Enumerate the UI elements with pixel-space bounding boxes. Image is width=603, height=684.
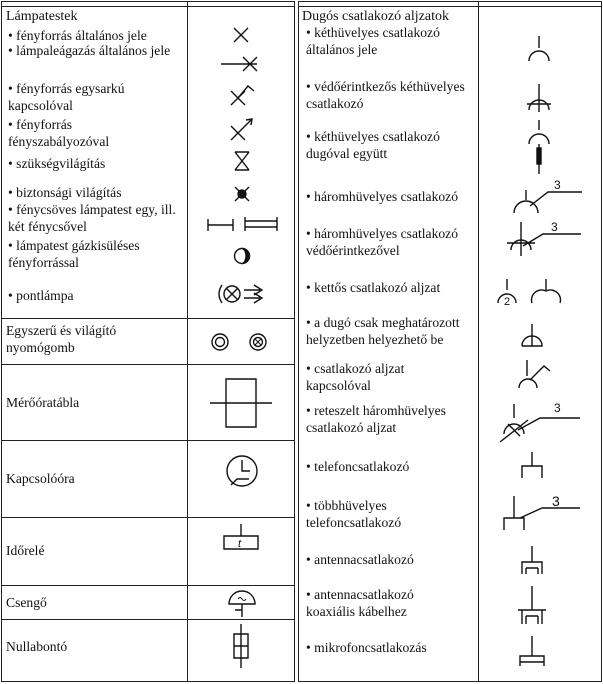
list-item: • fénycsöves lámpatest egy, ill. két fén… bbox=[8, 202, 176, 234]
left-row-line bbox=[1, 619, 295, 620]
left-header-line bbox=[1, 6, 295, 7]
fluorescent-lamp-icon bbox=[207, 217, 278, 231]
list-item: • fényforrás fényszabályozóval bbox=[8, 117, 110, 149]
three-pin-earthed-socket-icon: 3 bbox=[507, 220, 581, 256]
list-item: • szükségvilágítás bbox=[8, 156, 106, 171]
list-item: • a dugó csak meghatározott helyzetben h… bbox=[306, 315, 460, 347]
antenna-socket-icon bbox=[521, 546, 543, 574]
interlocked-socket-icon: 3 bbox=[499, 401, 580, 443]
left-heading: Lámpatestek bbox=[6, 9, 78, 24]
right-heading: Dugós csatlakozó aljzatok bbox=[302, 9, 449, 24]
list-item: • biztonsági világítás bbox=[8, 185, 122, 200]
time-switch-icon bbox=[226, 455, 258, 487]
meter-board-icon bbox=[210, 378, 272, 428]
double-socket-icon: 2 bbox=[497, 279, 562, 308]
row-label: Nullabontó bbox=[6, 639, 68, 654]
spotlight-icon bbox=[218, 284, 264, 304]
list-item: • reteszelt háromhüvelyes csatlakozó alj… bbox=[306, 403, 446, 435]
coax-antenna-socket-icon bbox=[518, 586, 546, 624]
earthed-socket-icon bbox=[527, 84, 551, 112]
cross-lamp-icon bbox=[233, 27, 249, 43]
microphone-socket-icon bbox=[519, 636, 545, 666]
row-label: Csengő bbox=[6, 595, 47, 610]
neutral-disconnector-icon bbox=[233, 624, 249, 668]
list-item: • háromhüvelyes csatlakozó bbox=[306, 189, 458, 204]
three-pin-socket-icon: 3 bbox=[513, 178, 582, 214]
lamp-switch-icon bbox=[230, 85, 255, 106]
left-column-divider bbox=[187, 1, 188, 682]
list-item: • többhüvelyes telefoncsatlakozó bbox=[306, 498, 402, 530]
lamp-branch-icon bbox=[221, 56, 258, 72]
list-item: • fényforrás általános jele bbox=[8, 28, 147, 43]
left-row-line bbox=[1, 318, 295, 319]
list-item: • telefoncsatlakozó bbox=[306, 459, 410, 474]
right-table bbox=[298, 1, 602, 682]
emergency-light-icon bbox=[234, 151, 250, 171]
list-item: • védőérintkezős kéthüvelyes csatlakozó bbox=[306, 79, 465, 111]
left-row-line bbox=[1, 364, 295, 365]
left-row-line bbox=[1, 440, 295, 441]
row-label: Egyszerű és világító nyomógomb bbox=[6, 323, 117, 355]
list-item: • kéthüvelyes csatlakozó általános jele bbox=[306, 25, 440, 57]
multi-pin-telephone-socket-icon: 3 bbox=[503, 493, 580, 530]
three-pin-number: 3 bbox=[554, 178, 561, 192]
multi-pin-number: 3 bbox=[552, 493, 560, 509]
lamp-dimmer-icon bbox=[230, 118, 253, 141]
gas-discharge-lamp-icon bbox=[233, 247, 251, 265]
list-item: • mikrofoncsatlakozás bbox=[306, 640, 427, 655]
row-label: Kapcsolóóra bbox=[6, 471, 75, 486]
row-label: Időrelé bbox=[6, 543, 45, 558]
three-pin-earthed-number: 3 bbox=[551, 220, 558, 234]
list-item: • lámpaleágazás általános jele bbox=[8, 43, 171, 58]
list-item: • antennacsatlakozó koaxiális kábelhez bbox=[306, 587, 414, 619]
time-relay-icon: t bbox=[223, 524, 259, 550]
left-row-line bbox=[1, 585, 295, 586]
list-item: • háromhüvelyes csatlakozó védőérintkező… bbox=[306, 226, 458, 258]
two-pin-socket-icon bbox=[528, 36, 550, 62]
telephone-socket-icon bbox=[521, 452, 543, 478]
switched-socket-icon bbox=[518, 360, 551, 389]
left-row-line bbox=[1, 517, 295, 518]
list-item: • kéthüvelyes csatlakozó dugóval együtt bbox=[306, 129, 440, 161]
push-button-icon bbox=[211, 333, 267, 351]
polarized-socket-icon bbox=[521, 324, 543, 347]
row-label: Mérőóratábla bbox=[6, 395, 80, 410]
list-item: • antennacsatlakozó bbox=[306, 552, 414, 567]
list-item: • pontlámpa bbox=[8, 288, 74, 303]
interlocked-number: 3 bbox=[554, 401, 561, 415]
left-table bbox=[1, 1, 295, 682]
safety-light-icon bbox=[234, 186, 250, 202]
bell-icon bbox=[228, 590, 256, 617]
time-relay-symbol-text: t bbox=[238, 538, 242, 550]
right-column-divider bbox=[478, 1, 479, 682]
list-item: • kettős csatlakozó aljzat bbox=[306, 280, 441, 295]
list-item: • csatlakozó aljzat kapcsolóval bbox=[306, 361, 405, 393]
right-header-line bbox=[298, 6, 602, 7]
double-socket-number: 2 bbox=[504, 296, 510, 308]
list-item: • fényforrás egysarkú kapcsolóval bbox=[8, 81, 125, 113]
socket-with-plug-icon bbox=[528, 120, 550, 174]
list-item: • lámpatest gázkisüléses fényforrással bbox=[8, 238, 140, 270]
